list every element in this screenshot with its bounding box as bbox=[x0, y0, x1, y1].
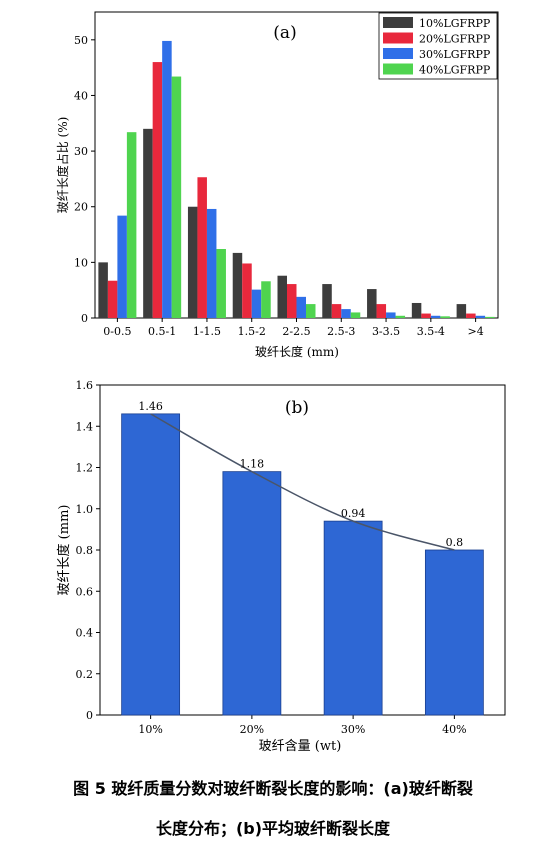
y-axis-label-a: 玻纤长度占比 (%) bbox=[55, 117, 70, 214]
x-tick-label-a: 1-1.5 bbox=[193, 325, 221, 338]
bar-a bbox=[216, 249, 226, 318]
data-label-b: 0.94 bbox=[341, 507, 366, 520]
y-tick-label-b: 0.8 bbox=[76, 544, 94, 557]
bar-b bbox=[323, 520, 383, 716]
bar-a bbox=[98, 262, 108, 318]
bar-a bbox=[107, 280, 118, 318]
x-tick-label-b: 30% bbox=[341, 723, 365, 736]
y-tick-label-b: 0.4 bbox=[76, 627, 94, 640]
x-tick-label-b: 10% bbox=[138, 723, 162, 736]
data-label-b: 0.8 bbox=[446, 536, 464, 549]
bar-a bbox=[117, 215, 127, 318]
bar-a bbox=[242, 263, 252, 318]
y-tick-label-a: 30 bbox=[74, 145, 88, 158]
bar-a bbox=[331, 304, 342, 318]
x-tick-label-a: >4 bbox=[468, 325, 484, 338]
legend-label-a: 40%LGFRPP bbox=[419, 64, 491, 77]
figure-caption-line-2: 长度分布；(b)平均玻纤断裂长度 bbox=[155, 819, 391, 838]
chart-a: 0 10 20 30 40 50 0-0.5 0.5-1 1-1.5 1.5-2 2-2.5 2.5… bbox=[55, 11, 499, 359]
x-tick-label-a: 0-0.5 bbox=[103, 325, 131, 338]
y-tick-label-b: 0.2 bbox=[76, 668, 94, 681]
bar-a bbox=[296, 296, 306, 318]
data-label-b: 1.46 bbox=[138, 400, 163, 413]
bar-a bbox=[456, 304, 467, 318]
x-tick-label-a: 3-3.5 bbox=[372, 325, 400, 338]
y-tick-label-b: 1.0 bbox=[76, 503, 94, 516]
bar-a bbox=[322, 284, 332, 318]
x-tick-label-a: 0.5-1 bbox=[148, 325, 176, 338]
legend-label-a: 30%LGFRPP bbox=[419, 48, 491, 61]
trend-line bbox=[150, 413, 455, 551]
bar-a bbox=[206, 208, 217, 318]
legend-swatch-a bbox=[383, 63, 413, 75]
x-tick-label-a: 2-2.5 bbox=[282, 325, 310, 338]
bar-a bbox=[126, 132, 137, 318]
y-tick-label-b: 1.2 bbox=[76, 462, 94, 475]
legend-label-a: 10%LGFRPP bbox=[419, 17, 491, 30]
panel-label-b: (b) bbox=[285, 398, 309, 418]
y-tick-label-b: 1.6 bbox=[76, 379, 94, 392]
y-tick-label-a: 20 bbox=[74, 201, 88, 214]
x-tick-label-a: 2.5-3 bbox=[327, 325, 355, 338]
bar-a bbox=[395, 315, 406, 318]
x-tick-label-a: 1.5-2 bbox=[238, 325, 266, 338]
bar-a bbox=[143, 128, 153, 318]
x-tick-label-b: 40% bbox=[442, 723, 466, 736]
bar-a bbox=[197, 177, 207, 318]
y-axis-label-b: 玻纤长度 (mm) bbox=[56, 505, 72, 596]
x-axis-label-a: 玻纤长度 (mm) bbox=[255, 344, 339, 359]
bar-a bbox=[376, 304, 387, 318]
bar-a bbox=[386, 312, 396, 318]
bar-a bbox=[287, 284, 297, 318]
y-tick-label-b: 0.6 bbox=[76, 585, 94, 598]
y-tick-label-a: 0 bbox=[81, 312, 88, 325]
bar-a bbox=[485, 316, 495, 318]
legend-swatch-a bbox=[383, 17, 413, 28]
legend-label-a: 20%LGFRPP bbox=[419, 33, 491, 46]
bar-a bbox=[187, 206, 198, 318]
panel-label-a: (a) bbox=[273, 23, 296, 43]
bar-b bbox=[121, 413, 181, 716]
bar-a bbox=[261, 281, 271, 318]
bar-a bbox=[421, 313, 431, 318]
bar-a bbox=[466, 313, 476, 318]
y-tick-label-b: 0 bbox=[86, 709, 93, 722]
bar-a bbox=[171, 76, 182, 319]
y-tick-label-a: 10 bbox=[74, 256, 88, 269]
bar-a bbox=[367, 289, 377, 318]
data-label-b: 1.18 bbox=[240, 458, 265, 471]
bar-a bbox=[232, 252, 243, 318]
bar-a bbox=[152, 62, 163, 319]
y-tick-label-a: 40 bbox=[74, 89, 88, 102]
bar-a bbox=[251, 289, 262, 318]
bar-a bbox=[350, 312, 361, 318]
x-tick-label-b: 20% bbox=[240, 723, 264, 736]
bar-a bbox=[277, 275, 287, 318]
legend-swatch-a bbox=[383, 32, 413, 44]
bar-a bbox=[341, 309, 351, 318]
y-tick-label-b: 1.4 bbox=[76, 420, 94, 433]
bar-b bbox=[222, 471, 282, 716]
chart-b: 0 0.2 0.4 0.6 0.8 1.0 1.2 1.4 1.6 10% 20% 30% 40% 1… bbox=[56, 379, 506, 754]
bar-b bbox=[424, 549, 484, 716]
figure-caption-line-1: 图 5 玻纤质量分数对玻纤断裂长度的影响：(a)玻纤断裂 bbox=[73, 779, 473, 798]
x-tick-label-a: 3.5-4 bbox=[417, 325, 445, 338]
bar-a bbox=[306, 304, 316, 318]
x-axis-label-b: 玻纤含量 (wt) bbox=[259, 738, 342, 754]
legend-a: 10%LGFRPP 20%LGFRPP 30%LGFRPP 40%LGFRPP bbox=[378, 12, 498, 80]
legend-swatch-a bbox=[383, 48, 413, 59]
bar-a bbox=[475, 315, 486, 318]
y-tick-label-a: 50 bbox=[74, 34, 88, 47]
bar-a bbox=[162, 40, 172, 318]
bar-a bbox=[411, 302, 422, 318]
bar-a bbox=[440, 316, 450, 318]
bar-a bbox=[430, 315, 441, 318]
